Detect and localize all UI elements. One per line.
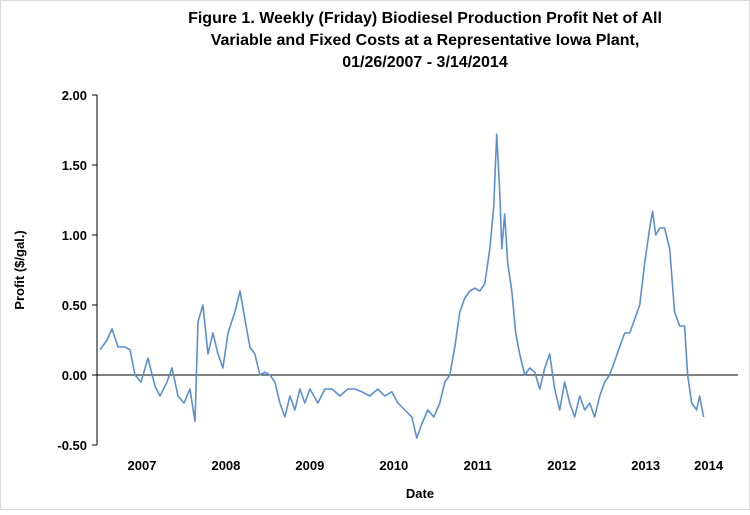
x-axis-label: Date [406, 486, 434, 501]
x-tick-label: 2009 [295, 458, 324, 473]
y-tick-label: 1.00 [62, 228, 87, 243]
x-tick-label: 2010 [379, 458, 408, 473]
y-tick-label: 1.50 [62, 158, 87, 173]
x-tick-label: 2013 [631, 458, 660, 473]
chart-title: Figure 1. Weekly (Friday) Biodiesel Prod… [188, 10, 662, 27]
chart-title: 01/26/2007 - 3/14/2014 [342, 54, 508, 71]
x-tick-label: 2012 [547, 458, 576, 473]
x-tick-label: 2014 [694, 458, 724, 473]
chart-title: Variable and Fixed Costs at a Representa… [211, 32, 640, 49]
profit-line [99, 133, 705, 439]
y-tick-label: 2.00 [62, 88, 87, 103]
y-tick-label: -0.50 [57, 438, 87, 453]
y-tick-label: 0.50 [62, 298, 87, 313]
x-tick-label: 2008 [211, 458, 240, 473]
x-tick-label: 2011 [464, 458, 492, 473]
y-axis-label: Profit ($/gal.) [12, 230, 27, 309]
x-tick-label: 2007 [128, 458, 157, 473]
y-tick-label: 0.00 [62, 368, 87, 383]
